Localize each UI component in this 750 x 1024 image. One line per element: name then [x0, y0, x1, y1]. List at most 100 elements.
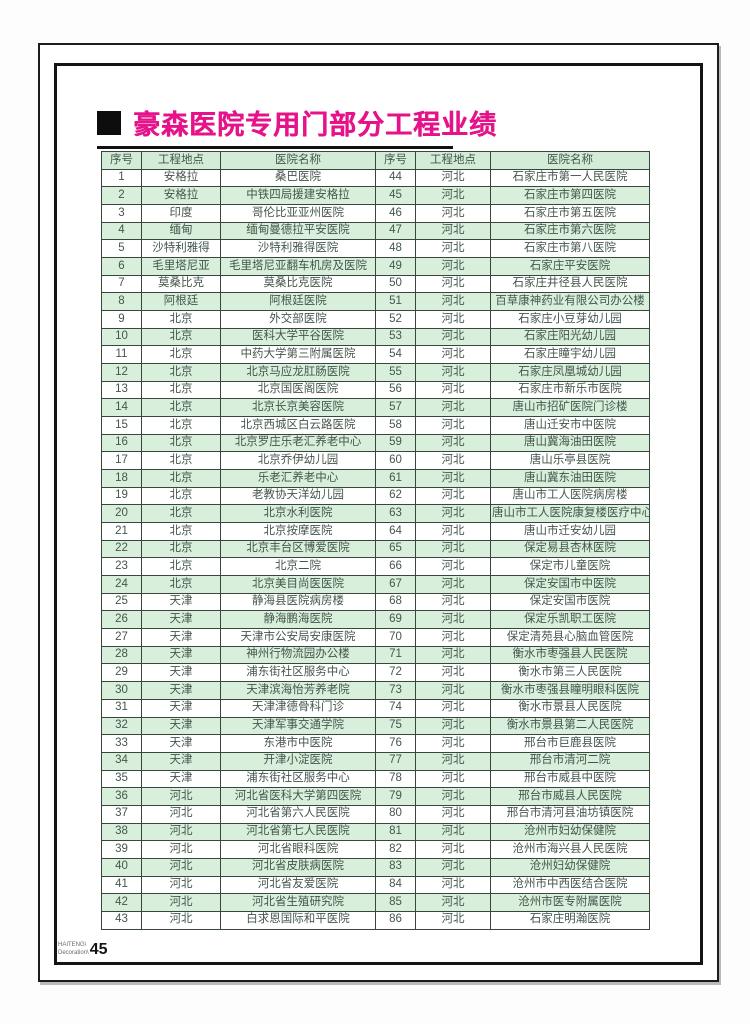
table-cell: 白求恩国际和平医院 — [220, 910, 376, 930]
table-cell: 河北 — [415, 681, 491, 700]
title-underline — [97, 146, 453, 149]
table-row: 39 河北 河北省眼科医院 82 河北 沧州市海兴县人民医院 — [101, 840, 650, 859]
table-row: 10 北京 医科大学平谷医院 53 河北 石家庄阳光幼儿园 — [101, 327, 650, 347]
table-cell: 72 — [375, 663, 416, 683]
table-cell: 衡水市景县第二人民医院 — [490, 716, 650, 736]
header-seq-left: 序号 — [101, 151, 142, 170]
footer-logo: HAITENG\ Decoration\ 45 — [58, 941, 107, 959]
table-cell: 54 — [375, 345, 416, 365]
table-cell: 1 — [101, 168, 142, 188]
table-cell: 53 — [375, 327, 416, 347]
table-cell: 71 — [375, 645, 416, 665]
table-cell: 68 — [375, 592, 416, 612]
table-cell: 河北 — [415, 204, 491, 223]
table-cell: 76 — [375, 734, 416, 753]
table-cell: 河北 — [415, 168, 491, 188]
table-cell: 河北 — [415, 645, 491, 665]
table-row: 19 北京 老教协天洋幼儿园 62 河北 唐山市工人医院病房楼 — [101, 486, 650, 506]
table-cell: 唐山冀东油田医院 — [490, 469, 650, 488]
table-row: 14 北京 北京长京美容医院 57 河北 唐山市招矿医院门诊楼 — [101, 398, 650, 418]
table-cell: 北京 — [141, 575, 221, 594]
table-cell: 22 — [101, 539, 142, 559]
table-cell: 河北 — [415, 292, 491, 312]
table-cell: 中铁四局援建安格拉 — [220, 186, 376, 206]
table-cell: 河北 — [415, 221, 491, 241]
table-cell: 16 — [101, 433, 142, 453]
table-cell: 北京国医阁医院 — [220, 380, 376, 400]
table-cell: 保定市儿童医院 — [490, 557, 650, 577]
table-cell: 唐山迁安市中医院 — [490, 416, 650, 435]
table-row: 3 印度 哥伦比亚亚州医院 46 河北 石家庄市第五医院 — [101, 204, 650, 223]
table-header-row: 序号 工程地点 医院名称 序号 工程地点 医院名称 — [101, 151, 650, 170]
table-cell: 8 — [101, 292, 142, 312]
table-cell: 外交部医院 — [220, 310, 376, 329]
table-cell: 64 — [375, 522, 416, 541]
table-cell: 石家庄市第一人民医院 — [490, 168, 650, 188]
table-cell: 河北省友爱医院 — [220, 875, 376, 895]
table-cell: 安格拉 — [141, 168, 221, 188]
table-cell: 石家庄市第六医院 — [490, 221, 650, 241]
table-cell: 河北 — [415, 380, 491, 400]
table-cell: 唐山市迁安幼儿园 — [490, 522, 650, 541]
table-row: 1 安格拉 桑巴医院 44 河北 石家庄市第一人民医院 — [101, 168, 650, 188]
table-cell: 河北 — [415, 310, 491, 329]
table-row: 5 沙特利雅得 沙特利雅得医院 48 河北 石家庄市第八医院 — [101, 239, 650, 259]
footer-logo-line2: Decoration\ — [58, 950, 89, 956]
table-cell: 74 — [375, 698, 416, 718]
table-cell: 河北 — [415, 416, 491, 435]
table-row: 16 北京 北京罗庄乐老汇养老中心 59 河北 唐山冀海油田医院 — [101, 433, 650, 453]
table-cell: 12 — [101, 363, 142, 382]
title-bullet-square-icon — [97, 110, 121, 135]
table-cell: 石家庄市第五医院 — [490, 204, 650, 223]
table-cell: 天津 — [141, 628, 221, 647]
table-cell: 河北 — [415, 522, 491, 541]
table-cell: 河北 — [415, 469, 491, 488]
header-location-right: 工程地点 — [415, 151, 491, 170]
table-cell: 9 — [101, 310, 142, 329]
table-cell: 沧州市医专附属医院 — [490, 893, 650, 912]
page-title: 豪森医院专用门部分工程业绩 — [133, 110, 497, 140]
table-cell: 河北 — [415, 610, 491, 630]
table-cell: 61 — [375, 469, 416, 488]
table-row: 27 天津 天津市公安局安康医院 70 河北 保定清苑县心脑血管医院 — [101, 628, 650, 647]
table-cell: 北京 — [141, 380, 221, 400]
table-cell: 天津 — [141, 751, 221, 771]
table-cell: 59 — [375, 433, 416, 453]
table-cell: 衡水市景县人民医院 — [490, 698, 650, 718]
table-cell: 河北 — [415, 628, 491, 647]
table-cell: 北京丰台区博爱医院 — [220, 539, 376, 559]
table-cell: 河北 — [415, 327, 491, 347]
table-cell: 55 — [375, 363, 416, 382]
table-cell: 77 — [375, 751, 416, 771]
table-row: 4 缅甸 缅甸曼德拉平安医院 47 河北 石家庄市第六医院 — [101, 221, 650, 241]
table-cell: 医科大学平谷医院 — [220, 327, 376, 347]
table-row: 26 天津 静海鹏海医院 69 河北 保定乐凯职工医院 — [101, 610, 650, 630]
table-cell: 老教协天洋幼儿园 — [220, 486, 376, 506]
table-cell: 邢台市清河二院 — [490, 751, 650, 771]
table-row: 9 北京 外交部医院 52 河北 石家庄小豆芽幼儿园 — [101, 310, 650, 329]
table-cell: 河北 — [415, 451, 491, 471]
table-cell: 84 — [375, 875, 416, 895]
table-cell: 83 — [375, 857, 416, 877]
table-cell: 河北 — [415, 698, 491, 718]
table-cell: 缅甸 — [141, 221, 221, 241]
table-cell: 35 — [101, 769, 142, 789]
table-cell: 沧州妇幼保健院 — [490, 857, 650, 877]
table-cell: 82 — [375, 840, 416, 859]
table-cell: 30 — [101, 681, 142, 700]
table-cell: 衡水市枣强县人民医院 — [490, 645, 650, 665]
table-row: 40 河北 河北省皮肤病医院 83 河北 沧州妇幼保健院 — [101, 857, 650, 877]
table-cell: 印度 — [141, 204, 221, 223]
table-cell: 北京水利医院 — [220, 504, 376, 524]
table-cell: 河北省第六人民医院 — [220, 804, 376, 824]
table-cell: 32 — [101, 716, 142, 736]
table-cell: 河北 — [415, 363, 491, 382]
table-cell: 北京按摩医院 — [220, 522, 376, 541]
table-cell: 乐老汇养老中心 — [220, 469, 376, 488]
table-cell: 天津 — [141, 645, 221, 665]
table-cell: 静海鹏海医院 — [220, 610, 376, 630]
table-row: 15 北京 北京西城区白云路医院 58 河北 唐山迁安市中医院 — [101, 416, 650, 435]
table-cell: 保定安国市中医院 — [490, 575, 650, 594]
table-cell: 39 — [101, 840, 142, 859]
table-cell: 唐山冀海油田医院 — [490, 433, 650, 453]
